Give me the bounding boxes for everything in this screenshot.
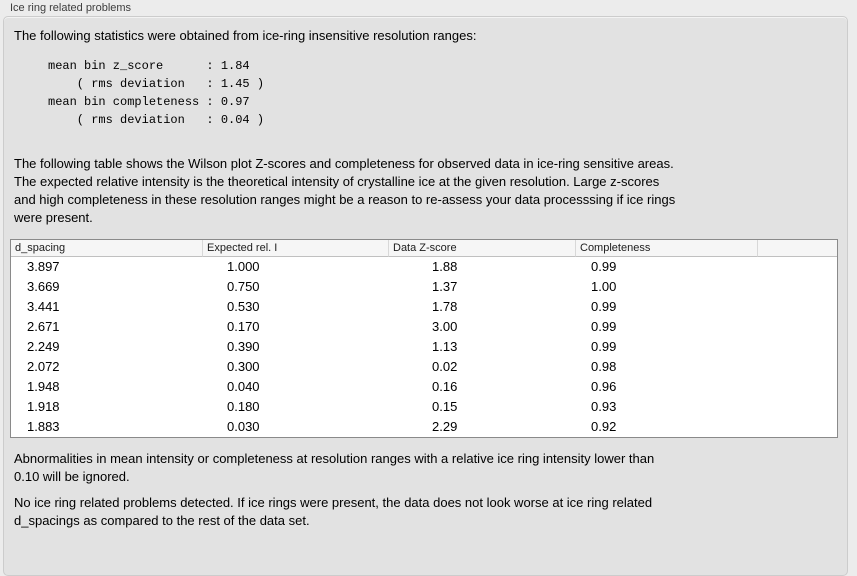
table-row[interactable]: 1.918 0.180 0.15 0.93 (11, 397, 837, 417)
table-cell (758, 297, 837, 317)
table-cell: 2.249 (27, 339, 60, 354)
table-cell: 1.37 (432, 279, 458, 294)
table-cell (758, 417, 837, 437)
table-cell: 3.897 (27, 259, 60, 274)
table-cell: 2.072 (27, 359, 60, 374)
table-cell: 0.93 (591, 399, 617, 414)
conclusion-note: No ice ring related problems detected. I… (14, 495, 653, 528)
table-description-text: The following table shows the Wilson plo… (14, 156, 676, 225)
table-cell: 0.300 (227, 359, 260, 374)
table-cell: 0.02 (432, 359, 458, 374)
table-cell: 2.29 (432, 419, 458, 434)
table-cell: 1.000 (227, 259, 260, 274)
mean-bin-stats-block: mean bin z_score : 1.84 ( rms deviation … (48, 59, 265, 127)
table-cell: 1.00 (591, 279, 617, 294)
column-header[interactable]: Expected rel. I (203, 240, 389, 257)
table-cell: 3.00 (432, 319, 458, 334)
table-cell: 1.13 (432, 339, 458, 354)
table-cell: 2.671 (27, 319, 60, 334)
table-cell: 0.030 (227, 419, 260, 434)
table-cell: 1.88 (432, 259, 458, 274)
table-cell: 0.750 (227, 279, 260, 294)
table-cell: 1.883 (27, 419, 60, 434)
ice-ring-table-body: 3.897 1.000 1.88 0.99 3.669 0.750 1.37 1.00 3.44… (11, 257, 837, 437)
stats-intro-text: The following statistics were obtained f… (14, 28, 477, 43)
groupbox-title: Ice ring related problems (10, 2, 132, 14)
ice-ring-table: d_spacing Expected rel. I Data Z-score Comp… (10, 239, 838, 438)
table-cell: 1.78 (432, 299, 458, 314)
table-cell (758, 337, 837, 357)
column-header[interactable]: d_spacing (11, 240, 203, 257)
table-cell: 0.99 (591, 259, 617, 274)
header-row: d_spacing Expected rel. I Data Z-score Comp… (11, 240, 837, 257)
table-cell (758, 257, 837, 277)
ignore-threshold-note: Abnormalities in mean intensity or compl… (14, 451, 655, 484)
table-cell: 0.180 (227, 399, 260, 414)
table-row[interactable]: 3.669 0.750 1.37 1.00 (11, 277, 837, 297)
table-row[interactable]: 1.883 0.030 2.29 0.92 (11, 417, 837, 437)
table-cell (758, 277, 837, 297)
table-row[interactable]: 3.897 1.000 1.88 0.99 (11, 257, 837, 277)
table-cell: 0.15 (432, 399, 458, 414)
table-cell: 0.92 (591, 419, 617, 434)
table-cell: 1.918 (27, 399, 60, 414)
table-cell (758, 357, 837, 377)
column-header[interactable] (758, 240, 837, 257)
table-cell: 0.390 (227, 339, 260, 354)
table-cell: 0.16 (432, 379, 458, 394)
table-cell: 0.99 (591, 319, 617, 334)
table-cell: 0.98 (591, 359, 617, 374)
table-cell: 0.99 (591, 339, 617, 354)
table-cell: 3.441 (27, 299, 60, 314)
table-row[interactable]: 2.671 0.170 3.00 0.99 (11, 317, 837, 337)
ice-ring-table-header: d_spacing Expected rel. I Data Z-score Comp… (11, 240, 837, 257)
ice-ring-panel: The following statistics were obtained f… (3, 16, 848, 576)
table-cell: 1.948 (27, 379, 60, 394)
table-row[interactable]: 1.948 0.040 0.16 0.96 (11, 377, 837, 397)
table-cell: 3.669 (27, 279, 60, 294)
table-row[interactable]: 2.072 0.300 0.02 0.98 (11, 357, 837, 377)
column-header[interactable]: Data Z-score (389, 240, 576, 257)
table-cell: 0.530 (227, 299, 260, 314)
table-cell (758, 317, 837, 337)
table-cell (758, 377, 837, 397)
table-cell: 0.170 (227, 319, 260, 334)
table-cell: 0.96 (591, 379, 617, 394)
table-row[interactable]: 3.441 0.530 1.78 0.99 (11, 297, 837, 317)
table-cell: 0.99 (591, 299, 617, 314)
table-row[interactable]: 2.249 0.390 1.13 0.99 (11, 337, 837, 357)
column-header[interactable]: Completeness (576, 240, 758, 257)
table-cell: 0.040 (227, 379, 260, 394)
table-cell (758, 397, 837, 417)
